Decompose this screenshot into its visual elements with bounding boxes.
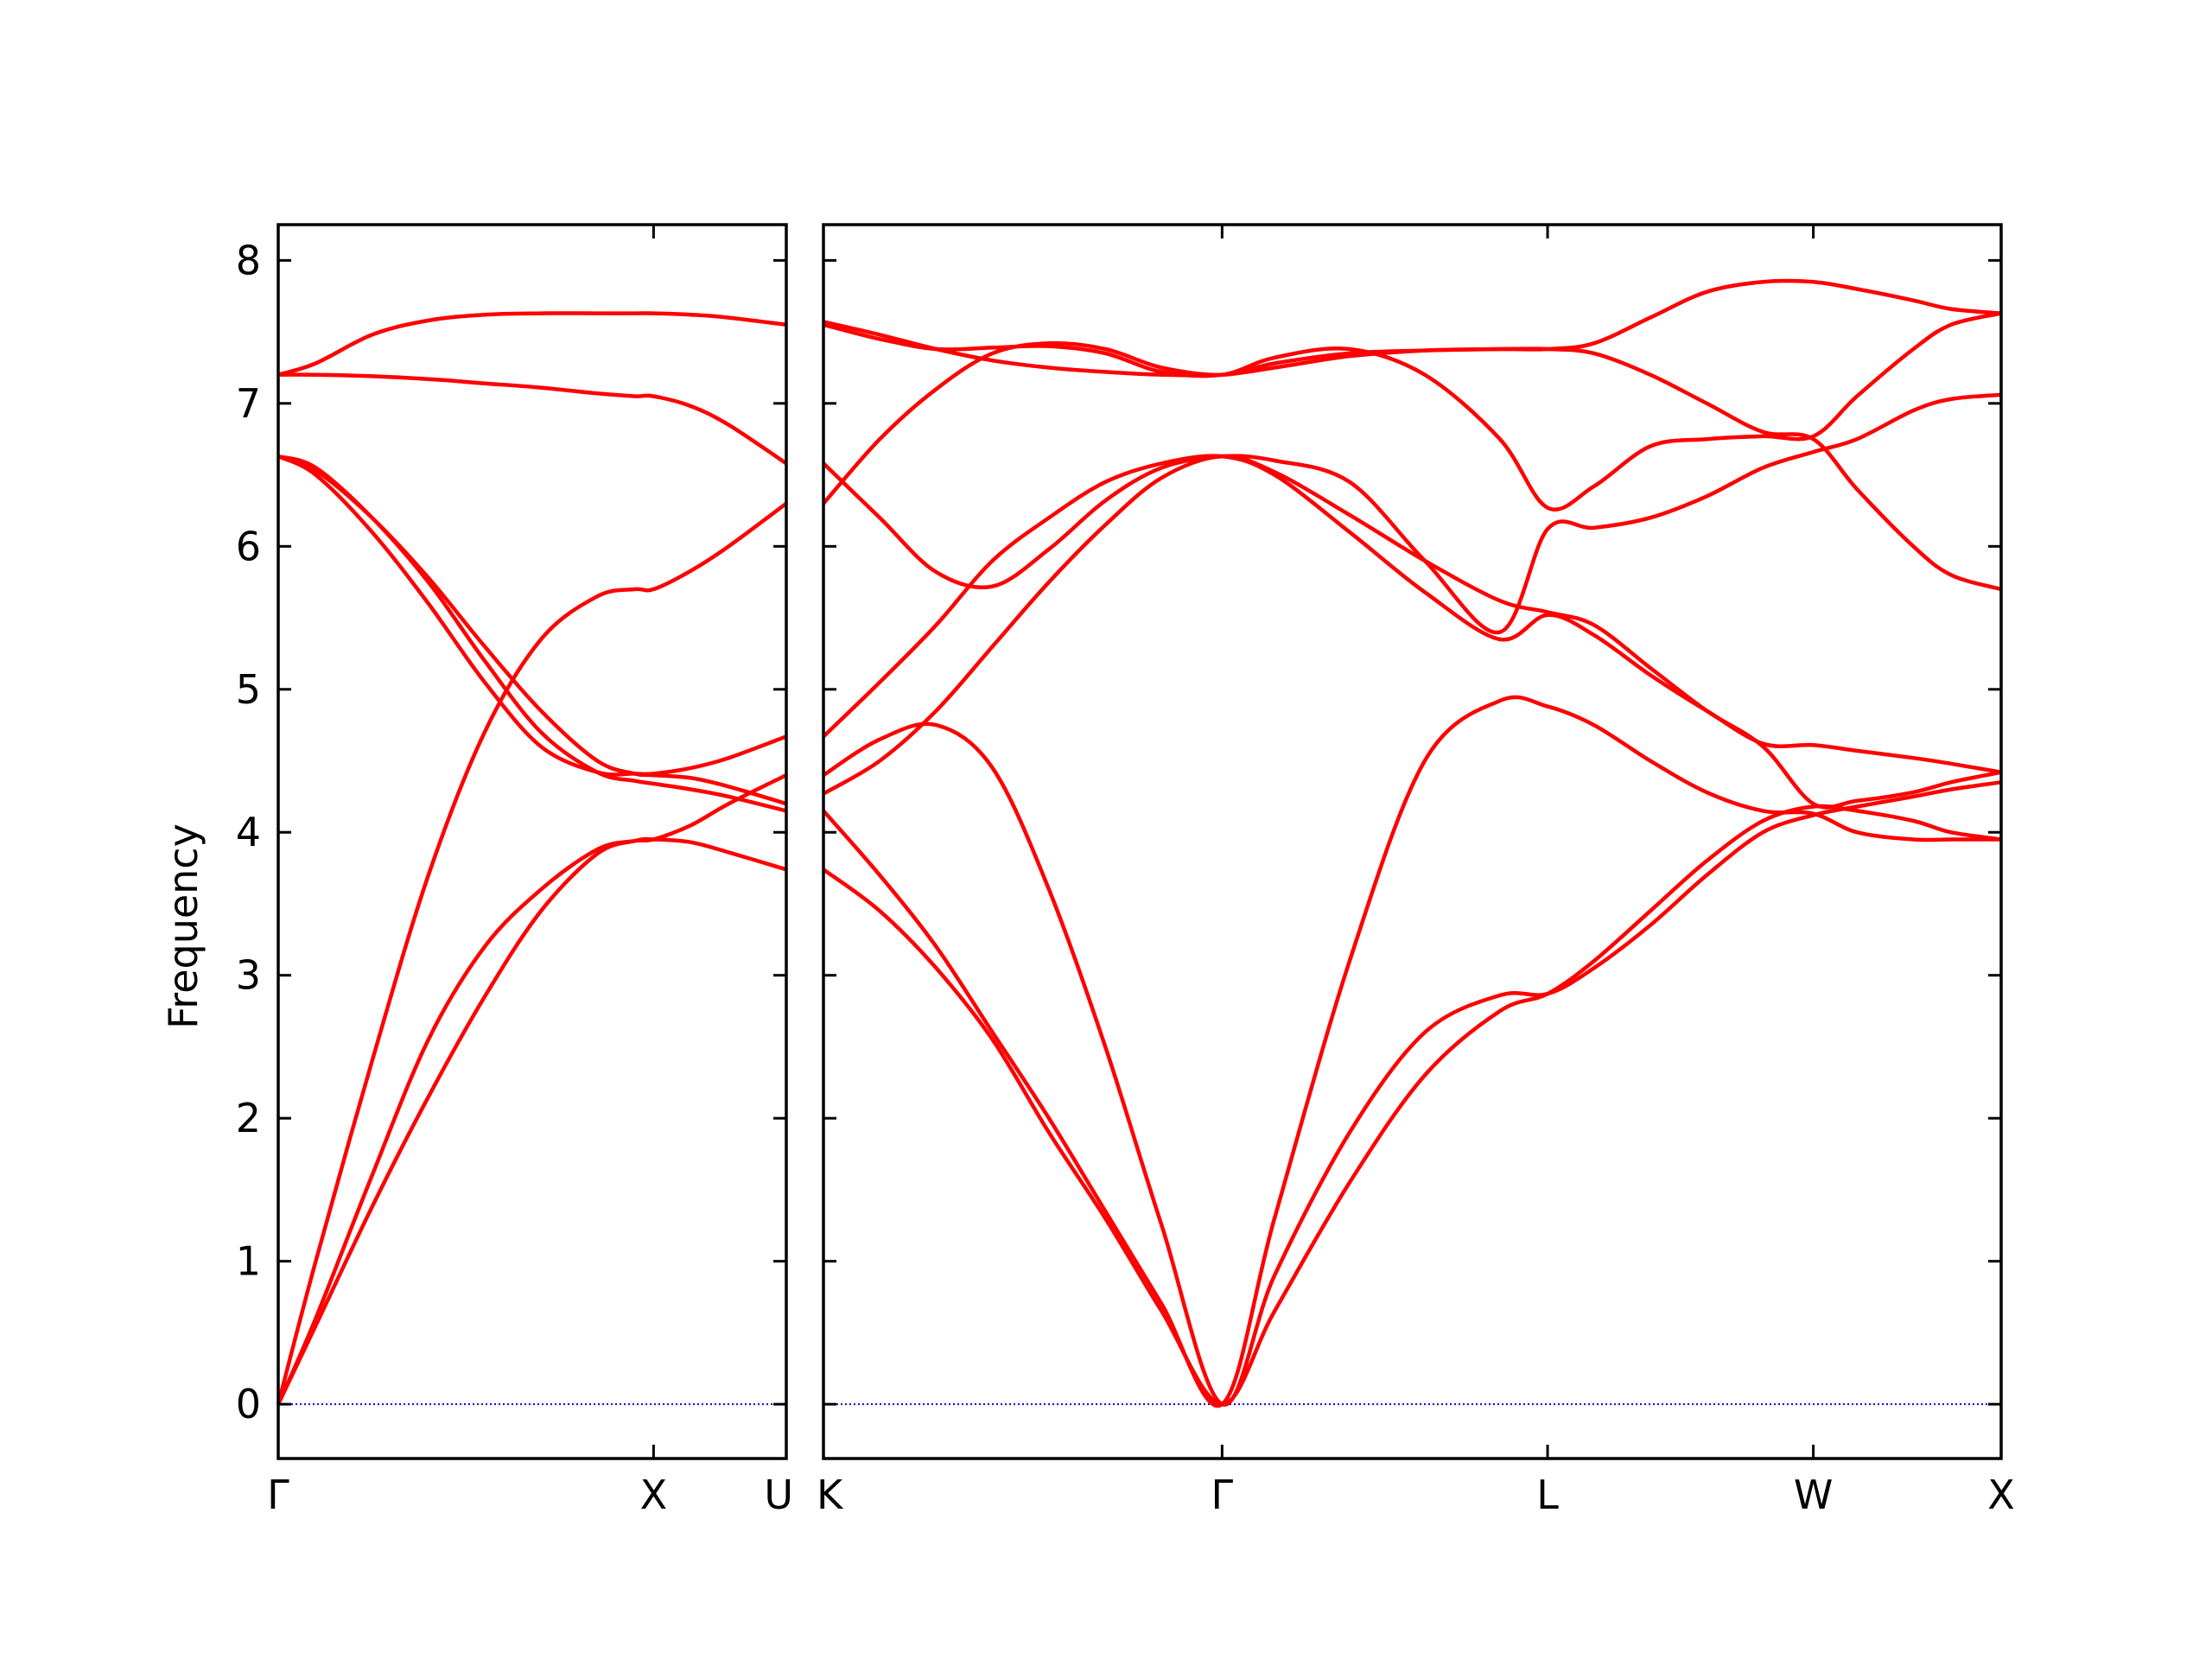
y-axis-label: Frequency — [160, 823, 207, 1029]
y-tick-label: 1 — [236, 1238, 261, 1285]
y-tick-label: 2 — [236, 1095, 261, 1141]
band-right-6 — [822, 392, 2002, 635]
band-right-9 — [823, 278, 2002, 378]
x-tick-label: X — [640, 1471, 668, 1518]
band-right-2 — [822, 695, 2001, 1408]
x-tick-label: K — [817, 1471, 844, 1518]
y-tick-label: 7 — [236, 380, 261, 427]
y-tick-label: 6 — [236, 523, 261, 569]
y-tick-label: 5 — [236, 666, 261, 713]
band-right-1 — [822, 804, 2002, 1407]
y-tick-label: 8 — [236, 237, 261, 283]
band-right-5 — [822, 454, 2002, 774]
band-right-8 — [823, 311, 2002, 512]
band-right-3 — [822, 721, 2002, 1407]
band-left-4 — [277, 454, 787, 806]
band-left-7 — [277, 372, 788, 466]
x-tick-label: L — [1536, 1471, 1559, 1518]
band-right-4 — [822, 454, 2002, 810]
x-tick-label: U — [764, 1471, 793, 1518]
band-left-6 — [277, 454, 787, 777]
y-tick-label: 3 — [236, 952, 261, 999]
x-tick-label: Γ — [1211, 1471, 1234, 1518]
band-left-1 — [276, 836, 787, 1406]
panel-frame — [822, 223, 2003, 1460]
y-tick-label: 4 — [236, 809, 261, 855]
x-tick-label: X — [1987, 1471, 2015, 1518]
y-tick-label: 0 — [236, 1381, 261, 1427]
band-left-3 — [277, 454, 787, 813]
panel-frame — [276, 223, 788, 1460]
x-tick-label: Γ — [267, 1471, 289, 1518]
band-left-5 — [276, 773, 787, 1406]
panel-left: Γ X U 0 1 2 3 4 5 6 7 8 — [236, 223, 793, 1518]
band-left-2 — [276, 501, 788, 1405]
band-left-8 — [277, 311, 787, 377]
x-tick-label: W — [1794, 1471, 1833, 1518]
